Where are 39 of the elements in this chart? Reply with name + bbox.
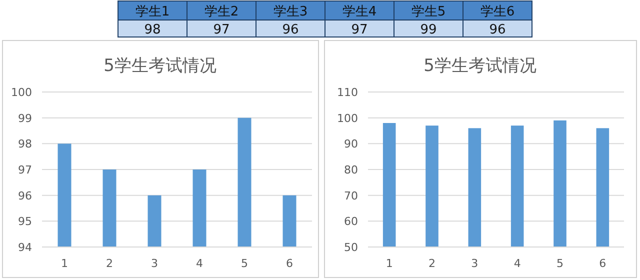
chart-title: 5学生考试情况 (104, 56, 216, 76)
y-tick-label: 100 (11, 86, 32, 99)
x-tick-label: 4 (514, 257, 521, 270)
y-tick-label: 95 (18, 215, 32, 228)
y-tick-label: 96 (18, 189, 32, 202)
x-tick-label: 1 (61, 257, 68, 270)
x-tick-label: 6 (286, 257, 293, 270)
y-tick-label: 90 (344, 138, 358, 151)
x-tick-label: 3 (471, 257, 478, 270)
category-label: 学生3 (273, 4, 308, 20)
x-tick-label: 6 (599, 257, 606, 270)
category-label: 学生6 (480, 4, 515, 20)
category-label: 学生5 (411, 4, 446, 20)
y-tick-label: 60 (344, 215, 358, 228)
data-label: 96 (282, 22, 299, 38)
x-tick-label: 5 (556, 257, 564, 270)
y-tick-label: 70 (344, 189, 358, 202)
x-tick-label: 2 (106, 257, 113, 270)
y-tick-label: 99 (18, 112, 32, 125)
y-tick-label: 94 (18, 241, 32, 254)
x-tick-label: 1 (386, 257, 393, 270)
data-label: 99 (420, 22, 437, 38)
y-tick-label: 80 (344, 164, 358, 176)
chart-title: 5学生考试情况 (424, 56, 536, 76)
y-tick-label: 98 (18, 138, 32, 151)
data-label: 98 (144, 22, 161, 38)
x-tick-label: 3 (151, 257, 158, 270)
y-tick-label: 110 (337, 86, 358, 99)
y-tick-label: 50 (344, 241, 358, 254)
category-label: 学生2 (204, 4, 239, 20)
x-tick-label: 2 (428, 257, 436, 270)
category-label: 学生4 (342, 4, 377, 20)
category-label: 学生1 (135, 4, 170, 20)
data-label: 96 (489, 22, 506, 38)
y-tick-label: 100 (337, 112, 358, 125)
x-tick-label: 5 (241, 257, 248, 270)
y-tick-label: 97 (18, 164, 32, 176)
data-label: 97 (213, 22, 230, 38)
x-tick-label: 4 (196, 257, 203, 270)
